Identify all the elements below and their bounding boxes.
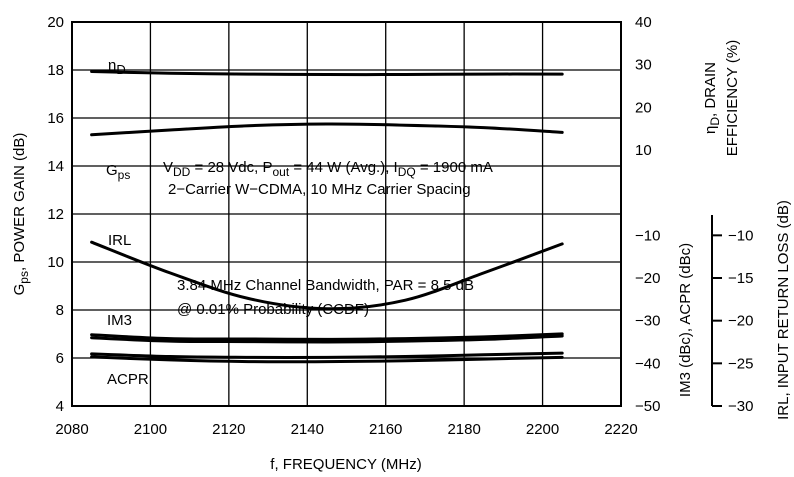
x-tick-label: 2200 [526, 421, 559, 438]
irl-tick-label: −10 [728, 227, 753, 244]
grid-lines [72, 22, 621, 406]
annotation-carrier: 2−Carrier W−CDMA, 10 MHz Carrier Spacing [168, 181, 471, 198]
series-label-acpr: ACPR [107, 371, 149, 388]
right-y-axis-label-top-line1: ηD, DRAIN [702, 62, 722, 134]
right-y-tick-label: 40 [635, 14, 652, 31]
x-tick-label: 2080 [55, 421, 88, 438]
right-y-axis-label-top-line2: EFFICIENCY (%) [724, 40, 741, 156]
x-axis-label: f, FREQUENCY (MHz) [270, 456, 421, 473]
x-tick-label: 2100 [134, 421, 167, 438]
series-line--d [92, 72, 563, 75]
series-label-im3: IM3 [107, 312, 132, 329]
right-y-tick-label: −40 [635, 355, 660, 372]
left-y-tick-label: 10 [47, 254, 64, 271]
x-tick-label: 2120 [212, 421, 245, 438]
series-line-gps [92, 124, 563, 135]
irl-tick-label: −20 [728, 313, 753, 330]
left-y-tick-label: 12 [47, 206, 64, 223]
left-y-tick-label: 18 [47, 62, 64, 79]
data-curves [92, 72, 563, 362]
right-y-tick-label: 20 [635, 99, 652, 116]
right-y-axis-label-bottom: IM3 (dBc), ACPR (dBc) [677, 243, 694, 397]
right-y-tick-label: −30 [635, 313, 660, 330]
left-y-tick-label: 6 [56, 350, 64, 367]
annotation-probability: @ 0.01% Probability (CCDF) [177, 301, 369, 318]
irl-axis-label: IRL, INPUT RETURN LOSS (dB) [775, 200, 792, 420]
left-y-tick-label: 8 [56, 302, 64, 319]
series-line-unnamed-5 [92, 353, 563, 357]
right-y-tick-label: −50 [635, 398, 660, 415]
annotation-bandwidth: 3.84 MHz Channel Bandwidth, PAR = 8.5 dB [177, 277, 474, 294]
x-tick-label: 2220 [604, 421, 637, 438]
irl-tick-label: −15 [728, 270, 753, 287]
annotation-conditions: VDD = 28 Vdc, Pout = 44 W (Avg.), IDQ = … [163, 159, 493, 179]
x-tick-label: 2180 [447, 421, 480, 438]
irl-tick-label: −30 [728, 398, 753, 415]
series-label-irl: IRL [108, 232, 131, 249]
right-y-tick-label: 30 [635, 57, 652, 74]
series-label-eta-d: ηD [108, 57, 126, 77]
left-y-tick-label: 14 [47, 158, 64, 175]
left-y-tick-label: 4 [56, 398, 64, 415]
right-y-tick-label: −20 [635, 270, 660, 287]
left-y-tick-label: 20 [47, 14, 64, 31]
x-tick-label: 2160 [369, 421, 402, 438]
series-label-gps: Gps [106, 162, 130, 182]
irl-axis: −10 −15 −20 −25 −30 [712, 215, 753, 415]
x-tick-label: 2140 [291, 421, 324, 438]
irl-tick-label: −25 [728, 355, 753, 372]
right-y-tick-label: −10 [635, 227, 660, 244]
left-y-tick-label: 16 [47, 110, 64, 127]
left-y-axis-label: Gps, POWER GAIN (dB) [11, 133, 31, 296]
right-y-tick-label: 10 [635, 142, 652, 159]
series-line-irl [92, 242, 563, 309]
